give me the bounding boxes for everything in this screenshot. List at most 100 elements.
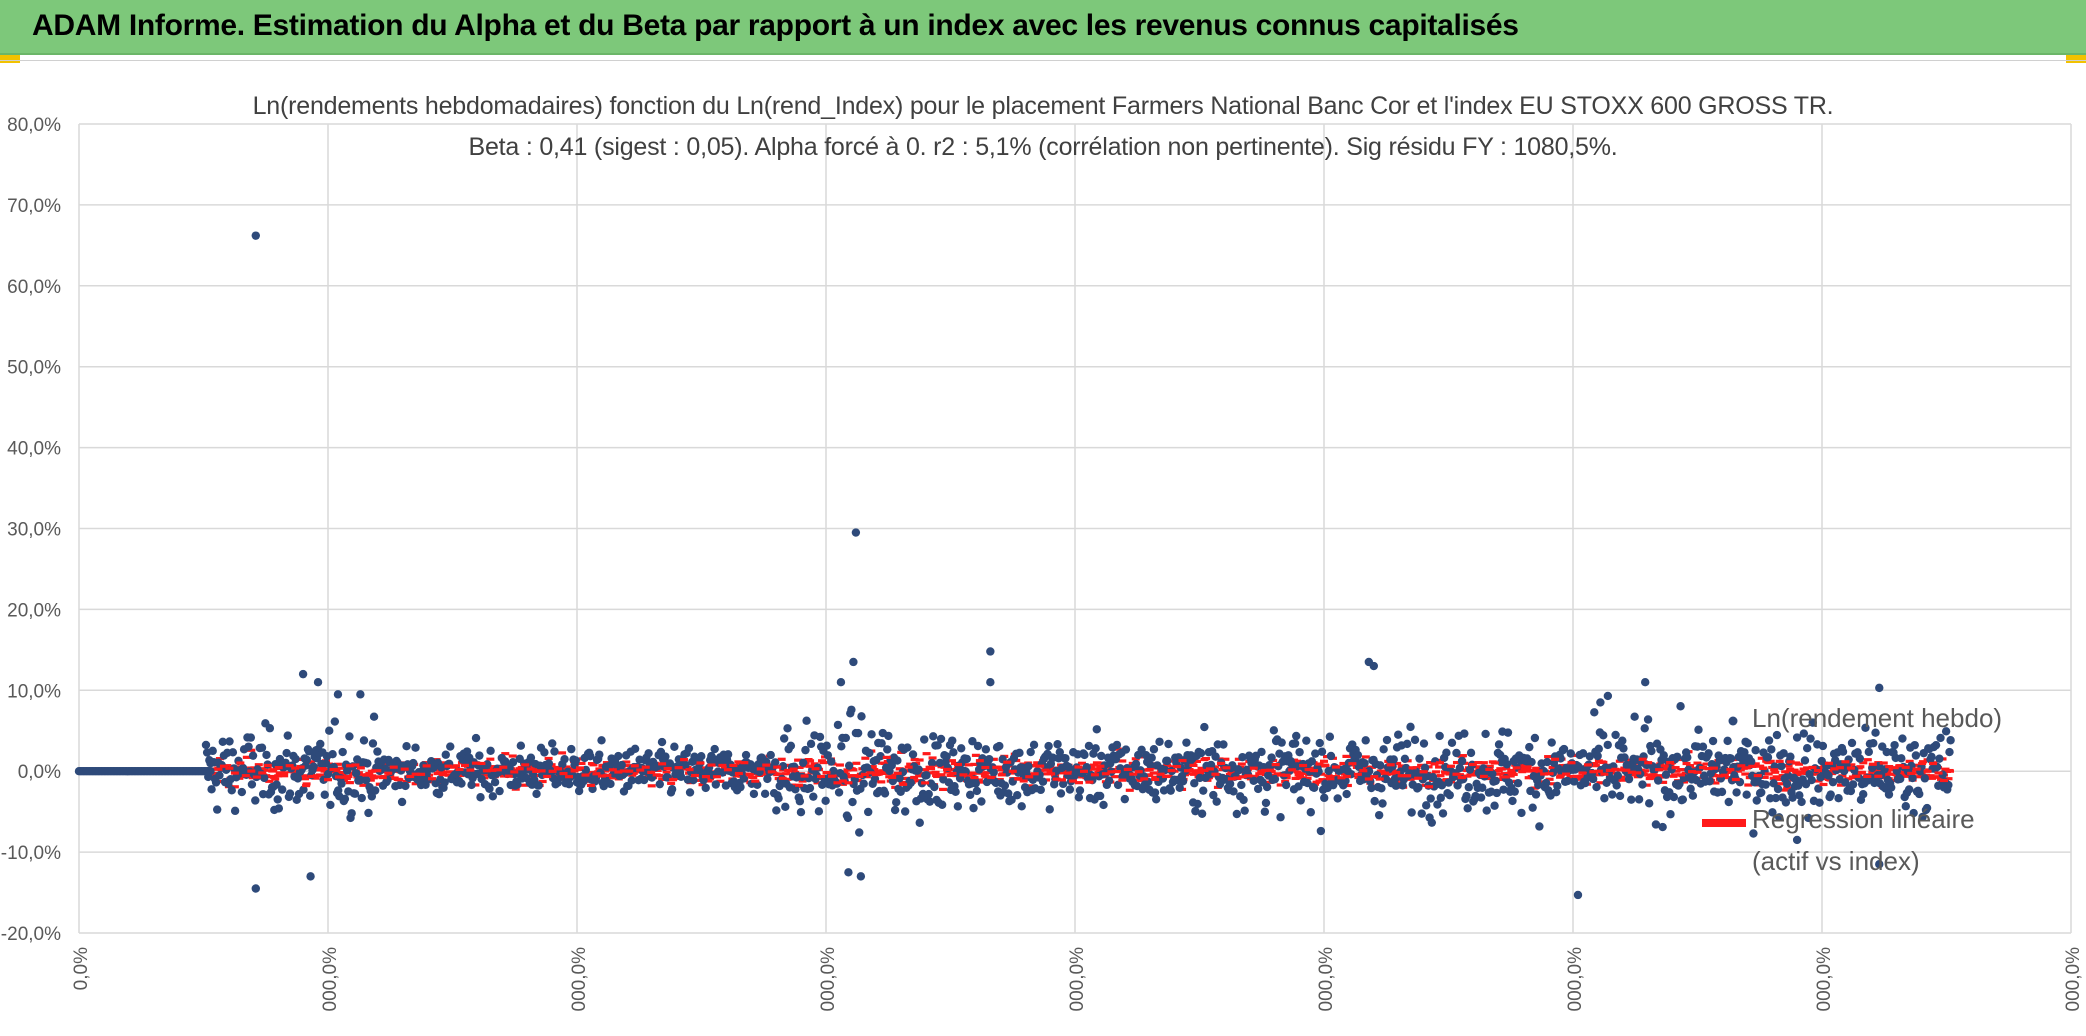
- regression-mark: [981, 765, 990, 770]
- regression-mark: [1847, 763, 1856, 767]
- x-tick-label: 000,0%: [569, 947, 590, 1012]
- regression-mark: [1014, 777, 1023, 781]
- regression-mark: [1548, 765, 1557, 770]
- regression-mark: [997, 773, 1006, 777]
- regression-mark: [1052, 777, 1061, 781]
- regression-mark: [520, 783, 529, 787]
- regression-mark: [759, 772, 768, 776]
- regression-mark: [1163, 763, 1172, 768]
- scatter-point: [1382, 735, 1392, 745]
- scatter-point: [627, 776, 636, 785]
- scatter-point: [1585, 752, 1595, 761]
- regression-mark: [280, 774, 289, 778]
- regression-mark: [487, 765, 496, 769]
- regression-mark: [1320, 763, 1329, 767]
- scatter-point: [1508, 796, 1517, 806]
- regression-mark: [1463, 774, 1472, 778]
- scatter-point: [532, 789, 541, 799]
- regression-mark: [1682, 761, 1691, 766]
- regression-mark: [340, 775, 349, 779]
- scatter-point: [1634, 795, 1644, 804]
- regression-mark: [501, 752, 510, 756]
- regression-mark: [1808, 765, 1817, 770]
- regression-mark: [1140, 777, 1149, 781]
- legend-symbol-scatter: [1728, 716, 1738, 726]
- scatter-point: [1698, 742, 1708, 751]
- scatter-point: [567, 744, 576, 754]
- regression-mark: [384, 771, 393, 775]
- regression-mark: [1783, 786, 1792, 790]
- regression-mark: [1320, 759, 1328, 763]
- scatter-point: [1746, 757, 1756, 766]
- regression-mark: [1151, 777, 1160, 782]
- scatter-point: [1751, 746, 1760, 755]
- regression-mark: [1605, 768, 1614, 773]
- scatter-point: [1045, 805, 1054, 814]
- scatter-point: [1895, 774, 1905, 784]
- scatter-chart: 80,0% 70,0% 60,0% 50,0% 40,0% 30,0% 20,0% 10,0%…: [1, 115, 2084, 1012]
- regression-mark: [1137, 778, 1146, 783]
- regression-mark: [696, 761, 705, 765]
- scatter-point: [1190, 779, 1199, 788]
- regression-mark: [1025, 784, 1034, 788]
- regression-mark: [1666, 760, 1675, 765]
- scatter-point: [326, 800, 335, 810]
- regression-mark: [619, 769, 628, 773]
- regression-mark: [1432, 770, 1441, 774]
- scatter-point: [368, 739, 378, 748]
- regression-mark: [1688, 770, 1697, 774]
- regression-mark: [369, 776, 378, 780]
- regression-mark: [508, 754, 517, 758]
- regression-mark: [1677, 768, 1686, 772]
- regression-mark: [694, 778, 703, 782]
- scatter-point: [357, 793, 366, 803]
- regression-mark: [1545, 772, 1554, 776]
- scatter-point: [1370, 796, 1379, 806]
- scatter-point: [1922, 803, 1932, 813]
- scatter-point: [1478, 783, 1487, 792]
- scatter-point: [304, 747, 314, 756]
- regression-mark: [674, 766, 683, 770]
- regression-mark: [877, 780, 886, 784]
- scatter-point: [1869, 739, 1878, 748]
- scatter-point: [1499, 785, 1508, 794]
- regression-mark: [554, 767, 563, 771]
- regression-mark: [989, 757, 998, 761]
- regression-mark: [422, 764, 431, 768]
- regression-mark: [795, 783, 804, 787]
- scatter-point: [1209, 790, 1218, 800]
- regression-mark: [1419, 770, 1428, 774]
- scatter-point: [1638, 780, 1647, 789]
- scatter-point: [273, 795, 282, 804]
- scatter-point: [1036, 785, 1045, 795]
- regression-mark: [784, 768, 793, 773]
- regression-mark: [1817, 766, 1826, 770]
- regression-mark: [481, 772, 490, 777]
- regression-mark: [928, 756, 937, 760]
- scatter-point: [1065, 785, 1075, 794]
- scatter-point: [251, 796, 260, 805]
- regression-mark: [811, 767, 820, 771]
- scatter-point: [829, 766, 838, 776]
- scatter-point: [1588, 774, 1598, 784]
- scatter-point: [844, 761, 854, 770]
- regression-mark: [1189, 763, 1198, 767]
- scatter-point: [969, 803, 978, 813]
- scatter-point: [1590, 708, 1599, 717]
- scatter-point: [1307, 757, 1317, 766]
- scatter-point: [1000, 781, 1010, 790]
- regression-mark: [1863, 774, 1872, 779]
- scatter-point: [1875, 683, 1884, 693]
- scatter-point: [1777, 761, 1786, 771]
- scatter-point: [883, 745, 892, 754]
- regression-mark: [777, 757, 786, 761]
- regression-mark: [1547, 782, 1556, 786]
- regression-mark: [1654, 774, 1663, 778]
- regression-mark: [1458, 754, 1467, 758]
- scatter-point: [965, 790, 975, 800]
- scatter-point: [1333, 794, 1342, 803]
- scatter-point: [248, 751, 258, 760]
- scatter-point: [661, 752, 670, 761]
- regression-mark: [219, 764, 228, 768]
- scatter-point: [1320, 793, 1329, 803]
